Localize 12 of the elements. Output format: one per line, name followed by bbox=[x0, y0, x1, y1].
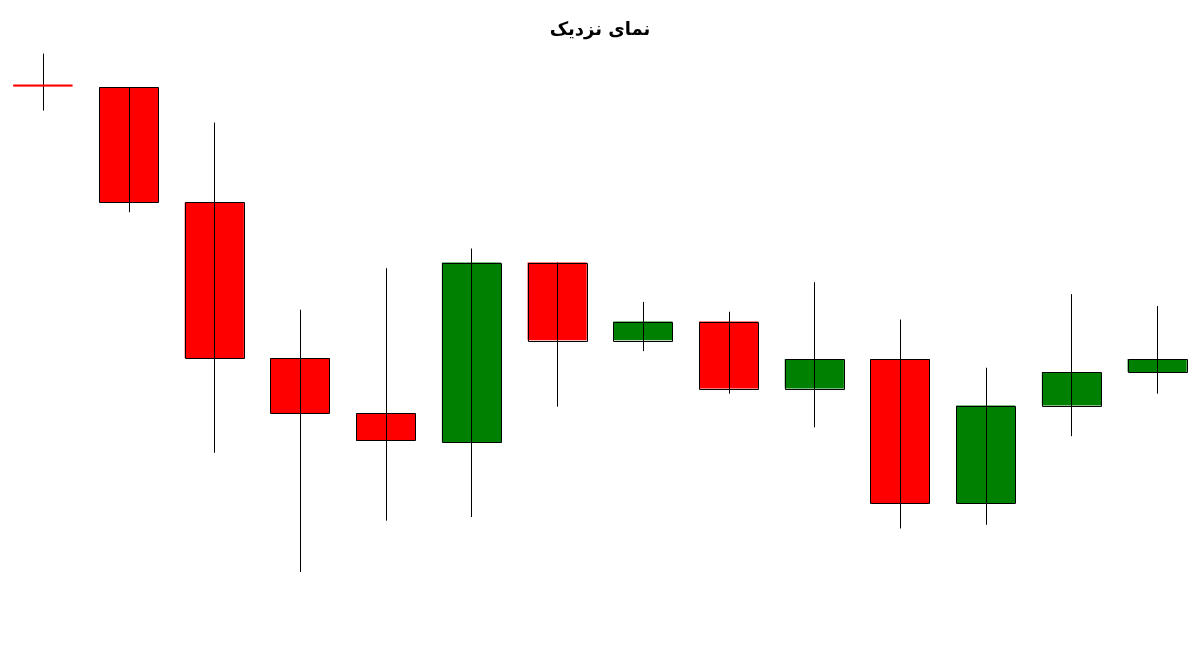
candlestick bbox=[184, 122, 245, 454]
candlestick bbox=[270, 309, 330, 573]
candlestick bbox=[784, 281, 845, 428]
candlestick bbox=[99, 86, 159, 213]
chart-title: نمای نزدیک bbox=[549, 18, 651, 41]
candlestick bbox=[441, 248, 502, 518]
candlestick bbox=[956, 367, 1016, 526]
candlestick bbox=[527, 262, 588, 408]
candlestick bbox=[870, 319, 930, 529]
candlestick bbox=[1041, 293, 1102, 437]
candlestick bbox=[699, 311, 759, 395]
candlestick bbox=[356, 267, 416, 522]
